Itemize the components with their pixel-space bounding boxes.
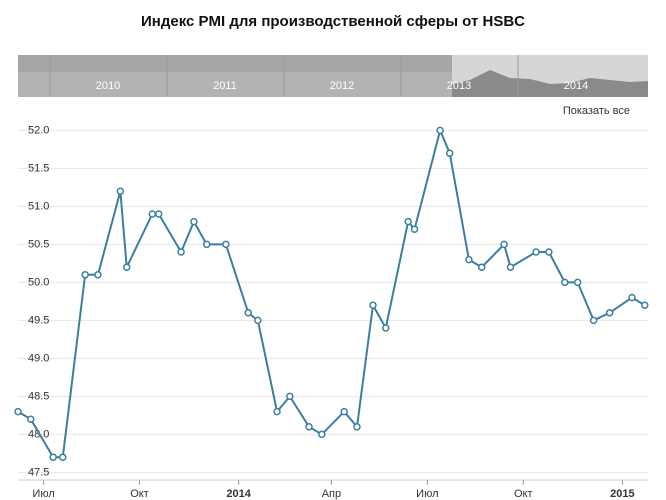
- data-point: [532, 248, 540, 256]
- data-point: [27, 415, 35, 423]
- data-point: [14, 407, 22, 416]
- data-point: [436, 126, 444, 135]
- data-point: [410, 225, 419, 233]
- data-point: [94, 271, 102, 279]
- x-tick-label: Апр: [322, 488, 341, 500]
- data-point: [177, 248, 185, 256]
- data-point: [353, 423, 361, 431]
- y-tick-label: 49.5: [28, 314, 49, 326]
- data-point: [154, 210, 163, 218]
- data-point: [445, 149, 454, 157]
- data-point: [122, 263, 131, 271]
- data-point: [369, 301, 377, 309]
- navigator-label: 2012: [330, 80, 354, 92]
- show-all-button[interactable]: Показать все: [563, 105, 630, 117]
- data-point: [589, 316, 598, 325]
- data-point: [404, 217, 412, 226]
- data-point: [286, 392, 294, 401]
- navigator-area: [452, 70, 648, 97]
- navigator-label: 2014: [564, 80, 588, 92]
- data-point: [477, 263, 486, 271]
- y-tick-label: 47.5: [28, 466, 49, 478]
- data-point: [561, 278, 569, 287]
- data-point: [465, 255, 473, 264]
- navigator-dividers: [49, 55, 519, 97]
- chart-title: Индекс PMI для производственной сферы от…: [141, 13, 525, 30]
- x-tick-label: Окт: [130, 488, 149, 500]
- y-tick-label: 49.0: [28, 352, 49, 364]
- y-tick-label: 51.0: [28, 200, 49, 212]
- data-point: [382, 324, 390, 332]
- data-point: [116, 187, 125, 195]
- data-point: [222, 240, 230, 249]
- data-point: [273, 407, 281, 416]
- data-point: [506, 263, 515, 271]
- data-point: [500, 240, 508, 249]
- data-point: [340, 407, 348, 416]
- data-point: [202, 240, 211, 249]
- data-point: [244, 309, 253, 317]
- x-tick-label: 2015: [610, 488, 634, 500]
- data-point: [641, 301, 649, 309]
- data-point: [81, 271, 89, 279]
- y-tick-label: 48.5: [28, 390, 49, 402]
- data-point: [605, 309, 614, 317]
- series-line: [17, 127, 646, 459]
- navigator-label: 2011: [213, 80, 237, 92]
- navigator-label: 2013: [447, 80, 471, 92]
- data-point: [49, 453, 57, 461]
- navigator-label: 2010: [96, 80, 120, 92]
- y-tick-label: 50.0: [28, 276, 49, 288]
- x-tick-label: 2014: [226, 488, 251, 500]
- data-point: [148, 210, 157, 218]
- data-point: [305, 423, 313, 431]
- y-tick-label: 51.5: [28, 162, 49, 174]
- data-point: [59, 453, 67, 461]
- data-point: [254, 316, 262, 325]
- y-tick-label: 52.0: [28, 124, 49, 136]
- data-point: [318, 430, 326, 439]
- x-tick-label: Окт: [514, 488, 533, 500]
- navigator[interactable]: [18, 55, 648, 97]
- data-point: [545, 248, 553, 256]
- data-point: [190, 217, 198, 226]
- data-point: [573, 278, 582, 287]
- data-point: [628, 293, 636, 302]
- y-tick-label: 50.5: [28, 238, 49, 250]
- x-tick-label: Июл: [32, 488, 54, 500]
- x-tick-label: Июл: [416, 488, 438, 500]
